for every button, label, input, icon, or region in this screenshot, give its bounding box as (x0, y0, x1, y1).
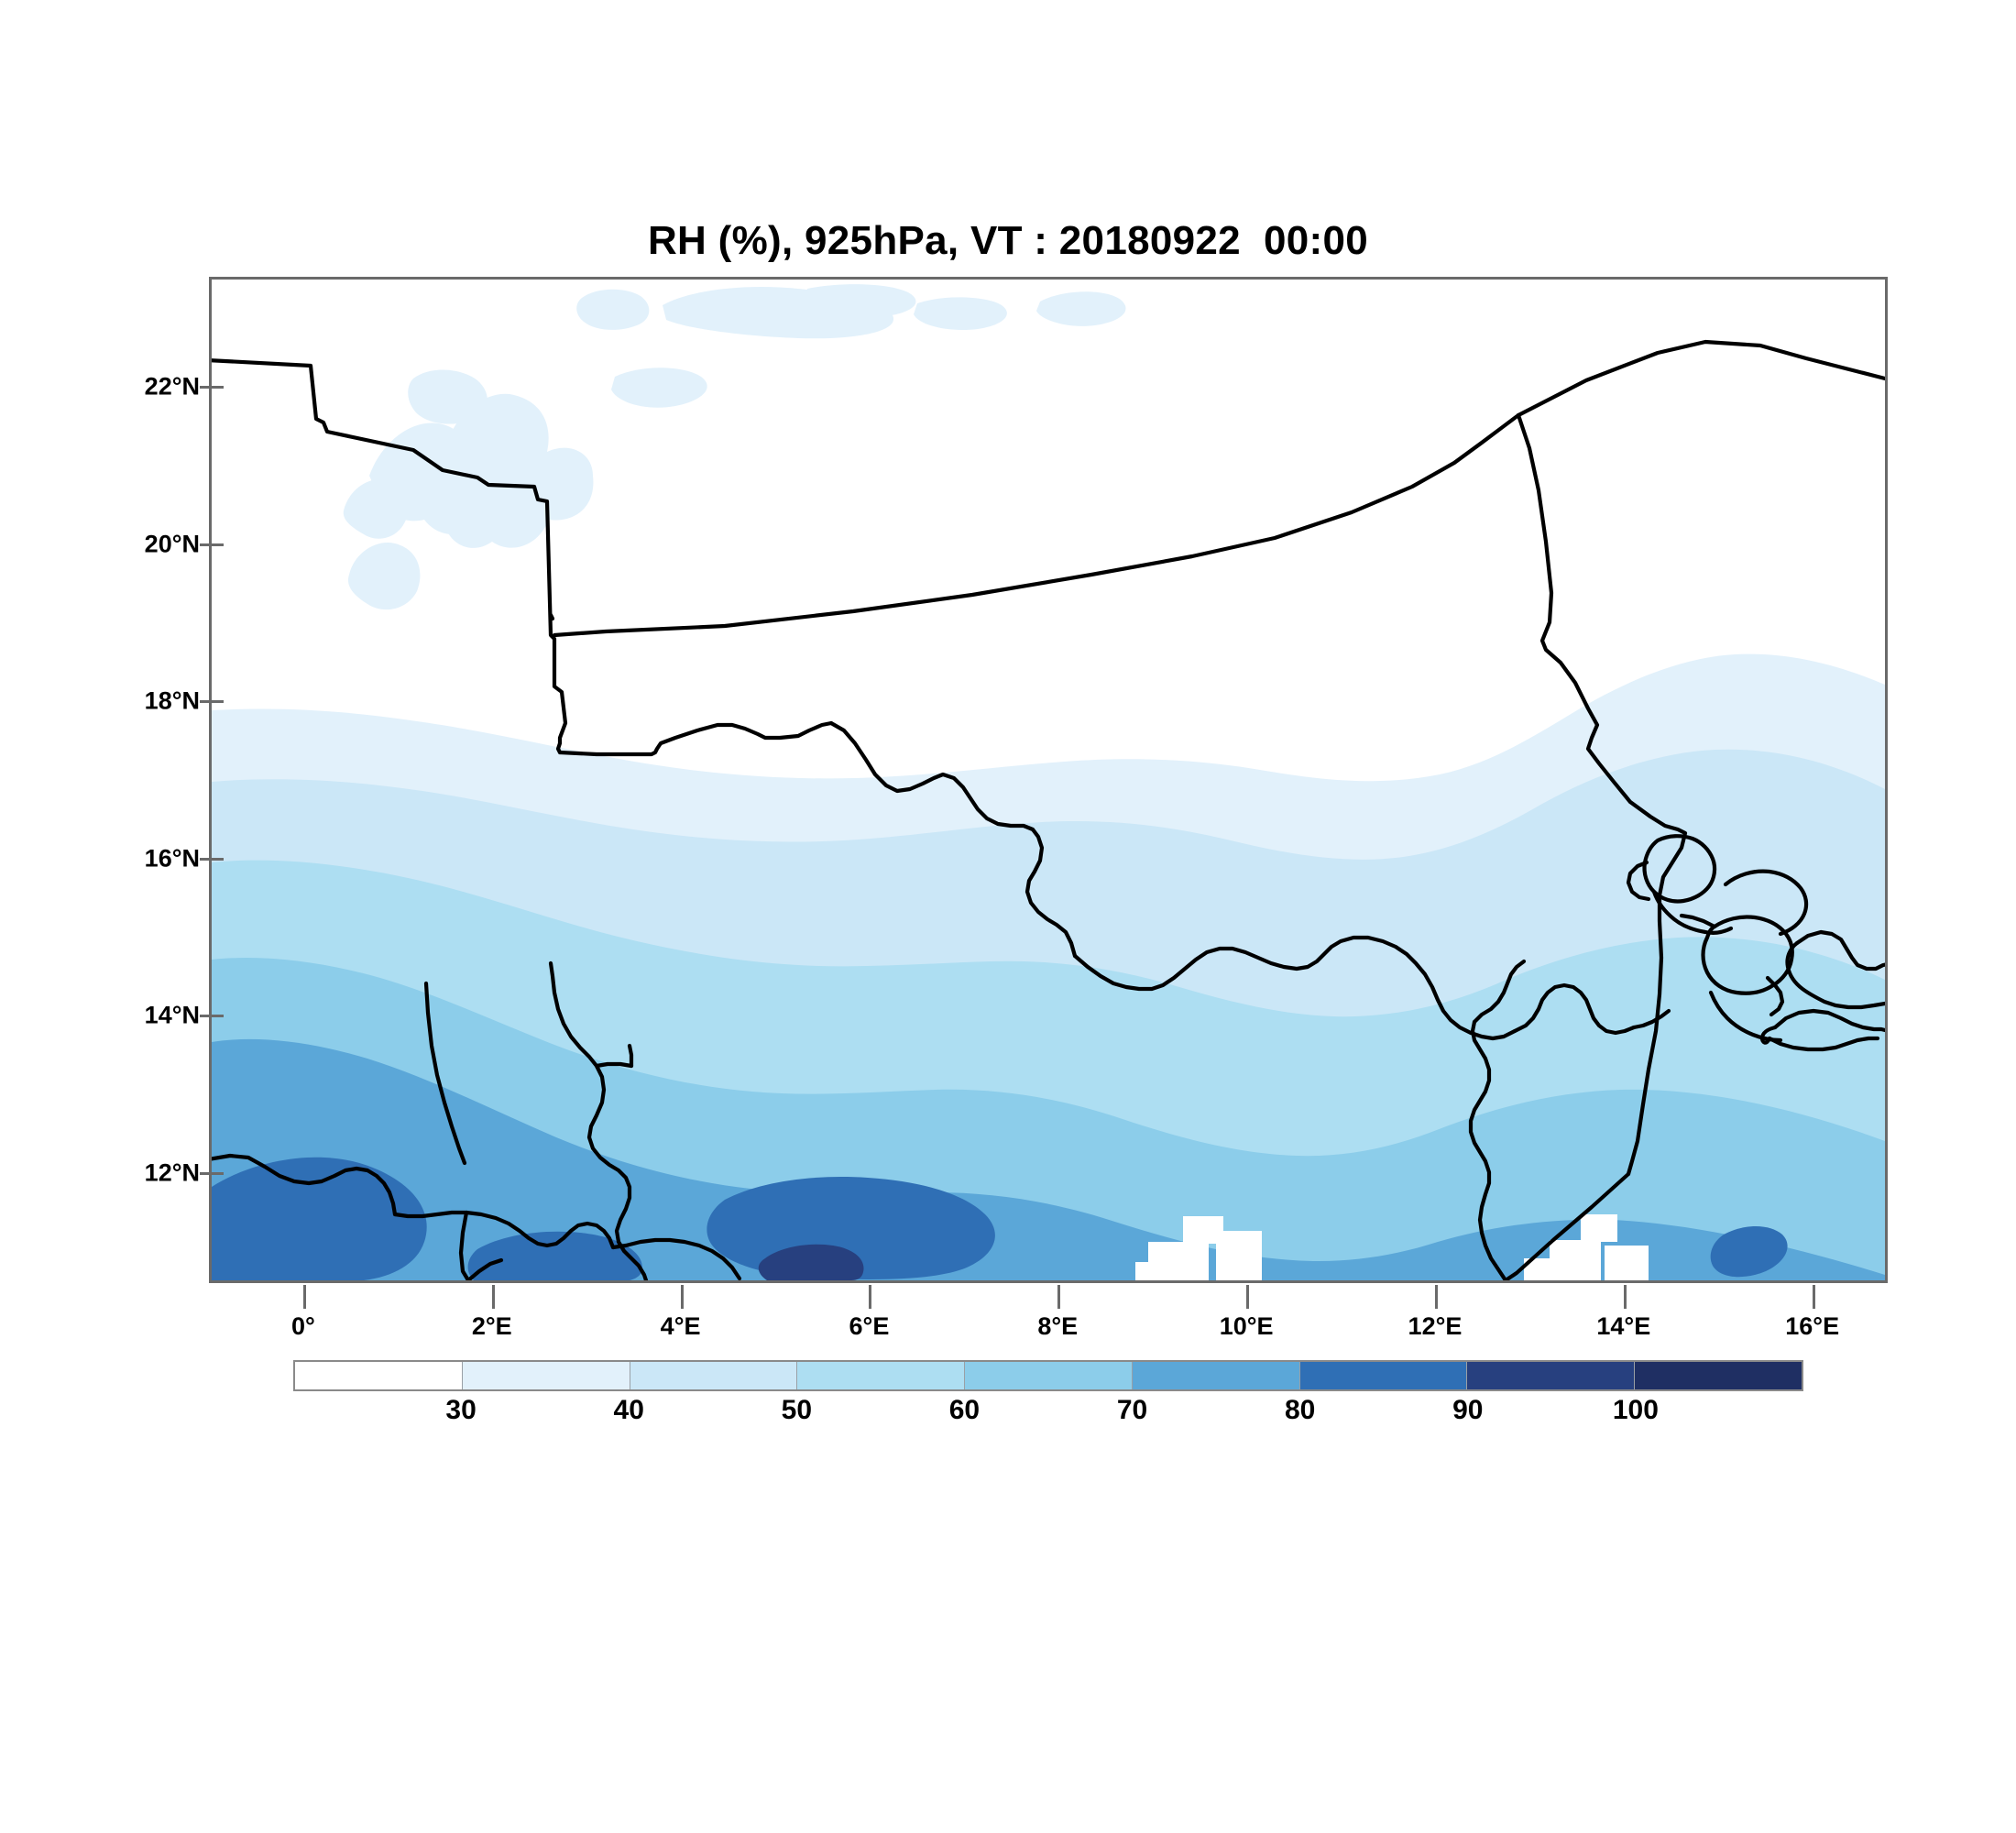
colorbar-segment-70-80[interactable] (1132, 1362, 1300, 1389)
lon-tick-mark-12 (1434, 1285, 1438, 1309)
colorbar-segment-30-40[interactable] (462, 1362, 630, 1389)
lon-tick-mark-0 (302, 1285, 306, 1309)
lat-tick-label-18: 18°N (144, 686, 200, 715)
colorbar-tick-labels: 30 40 50 60 70 80 90 100 (293, 1395, 1803, 1432)
lat-tick-mark-20 (200, 543, 224, 546)
lon-tick-label-0: 0° (290, 1312, 315, 1340)
colorbar-label-80: 80 (1284, 1395, 1316, 1425)
lat-tick-mark-12 (200, 1171, 224, 1175)
lon-tick-label-12: 12°E (1408, 1312, 1463, 1340)
lon-tick-label-2: 2°E (471, 1312, 512, 1340)
colorbar-label-90: 90 (1452, 1395, 1484, 1425)
lon-tick-mark-4 (680, 1285, 684, 1309)
colorbar-label-60: 60 (948, 1395, 981, 1425)
lat-tick-label-16: 16°N (144, 844, 200, 873)
lon-tick-label-4: 4°E (660, 1312, 701, 1340)
lon-tick-label-16: 16°E (1785, 1312, 1840, 1340)
colorbar-label-50: 50 (781, 1395, 813, 1425)
lon-tick-mark-10 (1246, 1285, 1250, 1309)
latitude-axis: 22°N 20°N 18°N 16°N 14°N 12°N (0, 277, 224, 1283)
map-canvas (212, 280, 1885, 1280)
rh-band-90-100 (758, 1244, 864, 1280)
colorbar-segment-90-100[interactable] (1467, 1362, 1636, 1389)
rh-band-80-90 (212, 1157, 1788, 1280)
lon-tick-mark-14 (1623, 1285, 1627, 1309)
colorbar-label-100: 100 (1612, 1395, 1659, 1425)
colorbar[interactable]: 30 40 50 60 70 80 90 100 (293, 1360, 1803, 1425)
lon-tick-label-14: 14°E (1596, 1312, 1651, 1340)
colorbar-segment-60-70[interactable] (965, 1362, 1133, 1389)
colorbar-label-40: 40 (613, 1395, 644, 1425)
lon-tick-label-6: 6°E (849, 1312, 890, 1340)
rh-north-patches (343, 284, 1126, 610)
longitude-axis: 0° 2°E 4°E 6°E 8°E 10°E 12°E 14°E 16°E (209, 1285, 1888, 1353)
lat-tick-label-12: 12°N (144, 1158, 200, 1187)
colorbar-segment-80-90[interactable] (1299, 1362, 1468, 1389)
missing-data-pixels (1135, 1214, 1649, 1280)
lon-tick-label-10: 10°E (1219, 1312, 1274, 1340)
lat-tick-mark-14 (200, 1015, 224, 1018)
colorbar-gradient[interactable] (293, 1360, 1803, 1391)
colorbar-segment-100-110[interactable] (1635, 1362, 1802, 1389)
country-borders (212, 339, 1885, 1280)
lat-tick-mark-18 (200, 700, 224, 704)
rh-band-70-80 (212, 1038, 1885, 1280)
lon-tick-label-8: 8°E (1037, 1312, 1079, 1340)
colorbar-label-70: 70 (1116, 1395, 1148, 1425)
page-title: RH (%), 925hPa, VT : 20180922 00:00 (647, 218, 1369, 263)
map-plot-area[interactable] (209, 277, 1888, 1283)
colorbar-segment-20-30[interactable] (295, 1362, 463, 1389)
lat-tick-label-14: 14°N (144, 1001, 200, 1029)
lat-tick-mark-22 (200, 386, 224, 390)
lon-tick-mark-16 (1812, 1285, 1815, 1309)
colorbar-segment-50-60[interactable] (797, 1362, 966, 1389)
lat-tick-label-20: 20°N (144, 530, 200, 558)
lon-tick-mark-6 (869, 1285, 872, 1309)
lat-tick-label-22: 22°N (144, 372, 200, 401)
lon-tick-mark-2 (491, 1285, 495, 1309)
lon-tick-mark-8 (1057, 1285, 1061, 1309)
colorbar-label-30: 30 (445, 1395, 477, 1425)
lat-tick-mark-16 (200, 857, 224, 861)
colorbar-segment-40-50[interactable] (630, 1362, 798, 1389)
